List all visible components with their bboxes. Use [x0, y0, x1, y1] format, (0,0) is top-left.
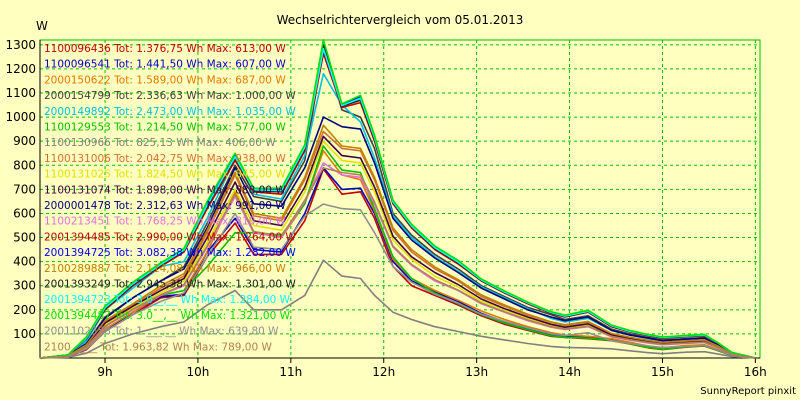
y-tick-label: 800 [13, 158, 36, 172]
y-tick-label: 1300 [5, 38, 36, 52]
legend-entry: 1100213451 Tot: 1.768,25 Wh Max: 810,00 … [44, 216, 286, 228]
x-tick-label: 16h [744, 365, 767, 379]
y-tick-label: 700 [13, 182, 36, 196]
legend-entry: 2001393249 Tot: 2.945,38 Wh Max: 1.301,0… [44, 279, 296, 291]
y-tick-label: 900 [13, 134, 36, 148]
y-tick-label: 300 [13, 279, 36, 293]
y-tick-label: 600 [13, 206, 36, 220]
x-tick-label: 13h [465, 365, 488, 379]
legend-entry: 1100131025 Tot: 1.824,50 Wh Max: 845,00 … [44, 169, 286, 181]
legend-entry: 2100289887 Tot: 2.114,08 Wh Max: 966,00 … [44, 263, 286, 275]
legend-entry: 2000001478 Tot: 2.312,63 Wh Max: 991,00 … [44, 200, 286, 212]
legend-entry: 2100_____ Tot: 1.963,82 Wh Max: 789,00 W [44, 341, 272, 353]
series-line [39, 38, 756, 359]
y-tick-label: 400 [13, 255, 36, 269]
x-tick-label: 9h [97, 365, 112, 379]
x-tick-label: 12h [372, 365, 395, 379]
series-line [39, 203, 756, 359]
series-line [39, 124, 756, 359]
legend-entry: 2000149892 Tot: 2.473,00 Wh Max: 1.035,0… [44, 106, 296, 118]
series-line [39, 167, 756, 359]
series-line [39, 259, 756, 359]
chart-title: Wechselrichtervergleich vom 05.01.2013 [277, 13, 524, 27]
x-tick-label: 11h [279, 365, 302, 379]
legend-entry: 1100129553 Tot: 1.214,50 Wh Max: 577,00 … [44, 122, 286, 134]
legend-entry: 2001394485 Tot: 2.990,00 Wh Max: 1.264,0… [44, 231, 296, 243]
legend-entry: 2001394487 Tot: 3.0__,__ Wh Max: 1.321,0… [44, 310, 291, 322]
legend: 1100096436 Tot: 1.376,75 Wh Max: 613,00 … [44, 43, 296, 353]
legend-entry: 1100096541 Tot: 1.441,50 Wh Max: 607,00 … [44, 59, 286, 71]
legend-entry: 2001102358 Tot: 1.___,__ Wh Max: 639,80 … [44, 326, 279, 338]
x-tick-label: 10h [186, 365, 209, 379]
x-tick-label: 15h [651, 365, 674, 379]
legend-entry: 2001394725 Tot: 3.082,38 Wh Max: 1.282,0… [44, 247, 296, 259]
axes: 100 200 300 400 500 600 700 800 900 1000 1100 1200 1… [5, 38, 766, 379]
legend-entry: 1100130966 Tot: 825,13 Wh Max: 406,00 W [44, 137, 276, 149]
footer-credit: SunnyReport pinxit [700, 386, 796, 397]
y-tick-label: 100 [13, 327, 36, 341]
legend-entry: 2001394723 Tot: 3.0__,__ Wh Max: 1.284,0… [44, 294, 291, 306]
y-tick-label: 1200 [5, 62, 36, 76]
y-tick-label: 1000 [5, 110, 36, 124]
y-tick-label: 1100 [5, 86, 36, 100]
legend-entry: 1100131006 Tot: 2.042,75 Wh Max: 938,00 … [44, 153, 286, 165]
y-tick-label: 200 [13, 303, 36, 317]
series-line [39, 135, 756, 359]
series-line [39, 116, 756, 359]
legend-entry: 2000150622 Tot: 1.589,00 Wh Max: 687,00 … [44, 74, 286, 86]
series-line [39, 145, 756, 359]
legend-entry: 2000154799 Tot: 2.336,63 Wh Max: 1.000,0… [44, 90, 296, 102]
y-unit-label: W [36, 19, 48, 33]
x-tick-label: 14h [558, 365, 581, 379]
legend-entry: 1100096436 Tot: 1.376,75 Wh Max: 613,00 … [44, 43, 286, 55]
series-layer [39, 38, 756, 359]
legend-entry: 1100131074 Tot: 1.898,00 Wh Max: 888,00 … [44, 184, 286, 196]
y-tick-label: 500 [13, 231, 36, 245]
